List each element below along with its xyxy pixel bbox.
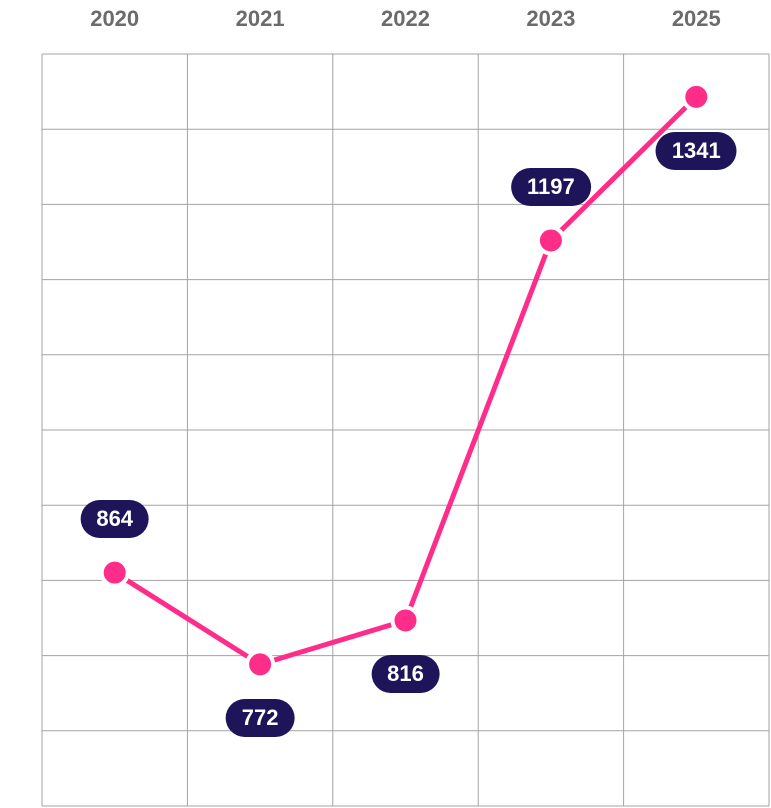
x-axis-label: 2021 (236, 6, 285, 32)
data-point (247, 651, 273, 677)
series-line (115, 97, 697, 664)
line-chart: 2020 2021 2022 2023 2025 864 772 816 1197 1341 (0, 0, 771, 808)
data-label: 864 (80, 500, 149, 538)
data-point (538, 228, 564, 254)
data-point (683, 84, 709, 110)
data-label: 1341 (656, 132, 737, 170)
x-axis-label: 2025 (672, 6, 721, 32)
data-point (102, 560, 128, 586)
data-label: 772 (226, 699, 295, 737)
x-axis-label: 2022 (381, 6, 430, 32)
x-axis-label: 2023 (526, 6, 575, 32)
data-point (393, 607, 419, 633)
x-axis-label: 2020 (90, 6, 139, 32)
data-label: 816 (371, 655, 440, 693)
data-label: 1197 (511, 168, 591, 206)
